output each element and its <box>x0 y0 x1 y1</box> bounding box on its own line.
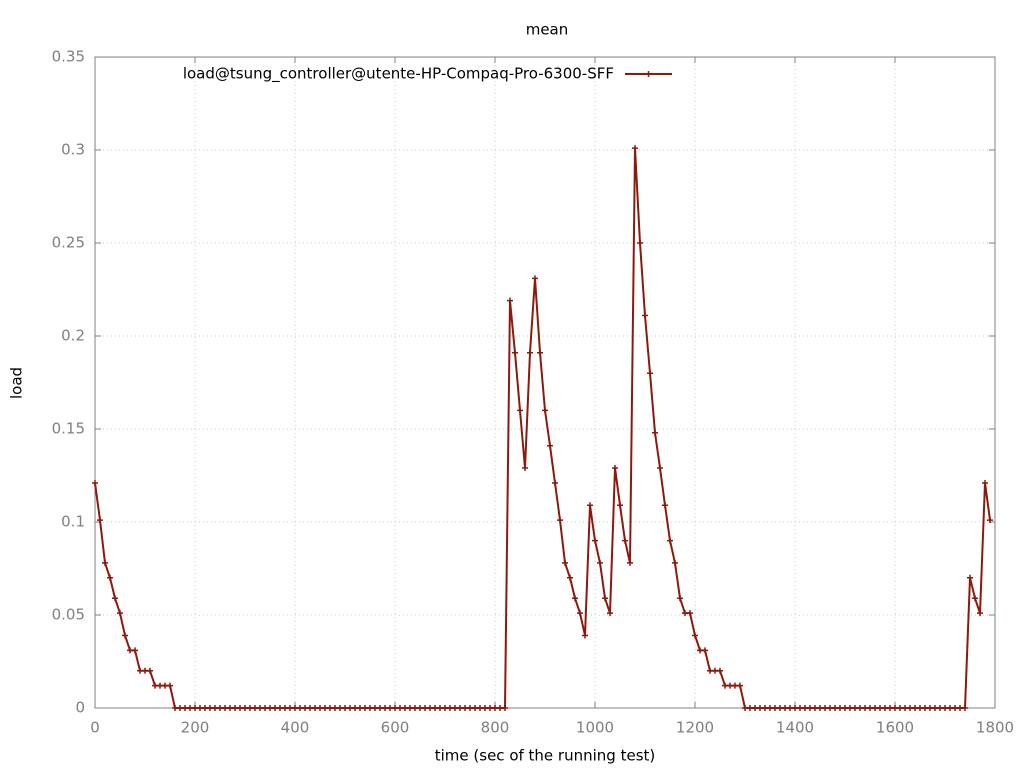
data-point <box>622 537 628 544</box>
data-point <box>702 647 708 654</box>
data-point <box>572 595 578 602</box>
data-point <box>167 682 173 689</box>
x-tick-label: 800 <box>481 719 510 737</box>
data-point <box>542 407 548 414</box>
legend-label: load@tsung_controller@utente-HP-Compaq-P… <box>183 65 614 84</box>
x-tick-label: 1000 <box>576 719 614 737</box>
data-point <box>647 370 653 377</box>
x-tick-label: 200 <box>181 719 210 737</box>
data-point <box>132 647 138 654</box>
y-axis-label: load <box>8 367 26 399</box>
data-point <box>547 442 553 449</box>
data-point <box>507 297 513 304</box>
data-point <box>147 667 153 674</box>
x-tick-label: 1600 <box>876 719 914 737</box>
data-point <box>582 632 588 639</box>
x-tick-label: 600 <box>381 719 410 737</box>
data-point <box>607 610 613 617</box>
data-point <box>617 502 623 509</box>
x-tick-label: 400 <box>281 719 310 737</box>
data-point <box>117 610 123 617</box>
data-point <box>587 502 593 509</box>
data-point <box>567 574 573 581</box>
data-point <box>102 559 108 566</box>
data-point <box>717 667 723 674</box>
data-point <box>612 465 618 472</box>
y-tick-label: 0.2 <box>61 327 85 345</box>
y-tick-label: 0.35 <box>52 48 85 66</box>
data-point <box>972 595 978 602</box>
data-point <box>672 559 678 566</box>
data-point <box>637 240 643 246</box>
data-point <box>512 349 518 356</box>
data-point <box>107 574 113 581</box>
data-point <box>657 465 663 472</box>
legend-swatch-point <box>645 71 652 77</box>
data-point <box>577 610 583 617</box>
data-point <box>687 610 693 617</box>
data-point <box>987 517 993 524</box>
data-point <box>667 537 673 544</box>
data-point <box>92 479 98 486</box>
data-point <box>517 407 523 414</box>
data-point <box>592 537 598 544</box>
y-tick-label: 0.1 <box>61 513 85 531</box>
data-point <box>662 502 668 509</box>
data-point <box>632 145 638 152</box>
x-tick-label: 1200 <box>676 719 714 737</box>
data-point <box>962 705 968 711</box>
data-point <box>737 682 743 689</box>
x-tick-label: 0 <box>90 719 100 737</box>
data-point <box>112 595 118 602</box>
x-tick-label: 1800 <box>976 719 1014 737</box>
data-point <box>977 610 983 617</box>
y-tick-label: 0.3 <box>61 141 85 159</box>
data-point <box>97 517 103 524</box>
data-point <box>502 705 508 711</box>
y-tick-label: 0.15 <box>52 420 85 438</box>
data-point <box>677 595 683 602</box>
data-point <box>642 312 648 319</box>
data-point <box>967 574 973 581</box>
x-tick-label: 1400 <box>776 719 814 737</box>
data-point <box>652 429 658 436</box>
chart-title: mean <box>526 21 569 39</box>
y-tick-label: 0 <box>75 699 85 717</box>
y-tick-label: 0.05 <box>52 606 85 624</box>
x-axis-label: time (sec of the running test) <box>435 747 656 765</box>
data-point <box>532 275 538 282</box>
plot-frame <box>94 56 996 709</box>
data-point <box>552 479 558 486</box>
data-point <box>122 632 128 639</box>
data-point <box>692 632 698 639</box>
data-point <box>627 559 633 566</box>
data-point <box>527 349 533 356</box>
data-point <box>537 349 543 356</box>
data-point <box>562 559 568 566</box>
data-point <box>602 595 608 602</box>
y-tick-label: 0.25 <box>52 234 85 252</box>
data-point <box>522 465 528 472</box>
data-point <box>557 517 563 524</box>
data-point <box>982 479 988 486</box>
data-point <box>597 559 603 566</box>
